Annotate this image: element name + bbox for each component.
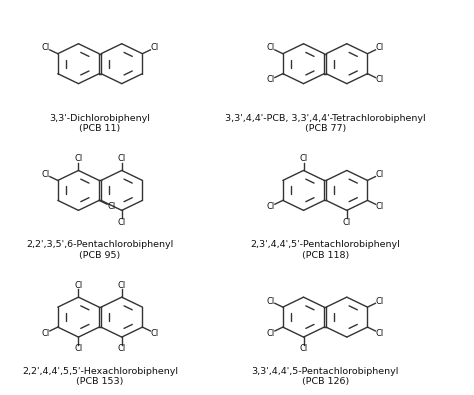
Text: Cl: Cl: [41, 329, 50, 338]
Text: Cl: Cl: [300, 154, 308, 163]
Text: Cl: Cl: [74, 154, 82, 163]
Text: Cl: Cl: [151, 329, 159, 338]
Text: Cl: Cl: [41, 43, 50, 52]
Text: 2,2',3,5',6-Pentachlorobiphenyl
(PCB 95): 2,2',3,5',6-Pentachlorobiphenyl (PCB 95): [27, 240, 174, 260]
Text: Cl: Cl: [74, 344, 82, 354]
Text: Cl: Cl: [376, 170, 384, 179]
Text: Cl: Cl: [376, 202, 384, 211]
Text: Cl: Cl: [343, 218, 351, 227]
Text: Cl: Cl: [300, 344, 308, 354]
Text: Cl: Cl: [74, 281, 82, 290]
Text: Cl: Cl: [41, 170, 50, 179]
Text: Cl: Cl: [118, 218, 126, 227]
Text: Cl: Cl: [266, 329, 274, 338]
Text: Cl: Cl: [376, 43, 384, 52]
Text: Cl: Cl: [266, 75, 274, 84]
Text: Cl: Cl: [266, 43, 274, 52]
Text: Cl: Cl: [107, 202, 116, 211]
Text: 3,3',4,4'-PCB, 3,3',4,4'-Tetrachlorobiphenyl
(PCB 77): 3,3',4,4'-PCB, 3,3',4,4'-Tetrachlorobiph…: [225, 114, 426, 133]
Text: 2,2',4,4',5,5'-Hexachlorobiphenyl
(PCB 153): 2,2',4,4',5,5'-Hexachlorobiphenyl (PCB 1…: [22, 367, 178, 386]
Text: Cl: Cl: [376, 329, 384, 338]
Text: Cl: Cl: [118, 154, 126, 163]
Text: Cl: Cl: [151, 43, 159, 52]
Text: Cl: Cl: [376, 297, 384, 306]
Text: Cl: Cl: [118, 281, 126, 290]
Text: 3,3',4,4',5-Pentachlorobiphenyl
(PCB 126): 3,3',4,4',5-Pentachlorobiphenyl (PCB 126…: [252, 367, 399, 386]
Text: Cl: Cl: [266, 297, 274, 306]
Text: Cl: Cl: [266, 202, 274, 211]
Text: 3,3'-Dichlorobiphenyl
(PCB 11): 3,3'-Dichlorobiphenyl (PCB 11): [50, 114, 151, 133]
Text: Cl: Cl: [118, 344, 126, 354]
Text: 2,3',4,4',5'-Pentachlorobiphenyl
(PCB 118): 2,3',4,4',5'-Pentachlorobiphenyl (PCB 11…: [250, 240, 400, 260]
Text: Cl: Cl: [376, 75, 384, 84]
